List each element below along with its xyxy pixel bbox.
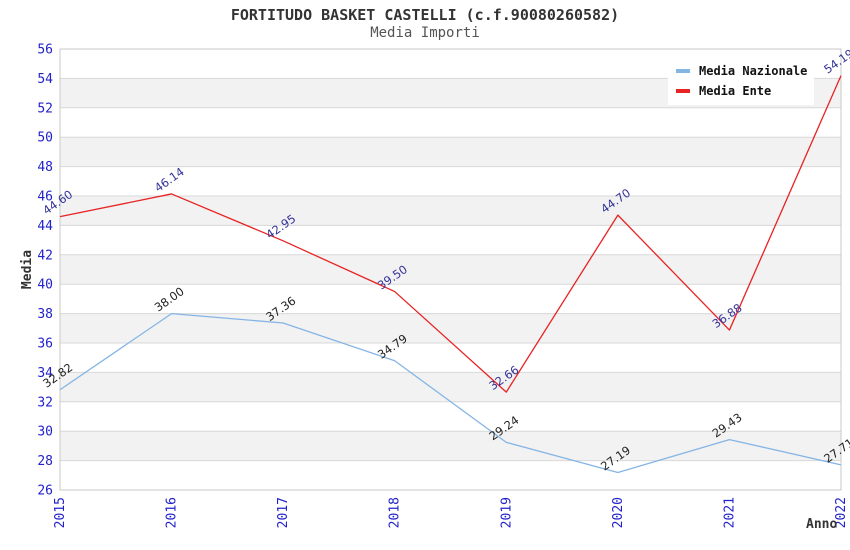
- y-tick-label: 56: [37, 43, 53, 58]
- plot-band: [60, 137, 841, 167]
- y-tick-label: 42: [37, 248, 53, 263]
- y-tick-label: 28: [37, 454, 53, 469]
- plot-band: [60, 372, 841, 402]
- legend-item-media-ente: Media Ente: [676, 81, 814, 101]
- series-line-media-ente: [59, 75, 842, 393]
- chart-title: FORTITUDO BASKET CASTELLI (c.f.900802605…: [230, 6, 620, 24]
- legend-swatch-media-nazionale: [676, 69, 690, 73]
- x-tick-label: 2018: [388, 497, 403, 528]
- plot-band: [60, 196, 841, 226]
- plot-frame: [59, 48, 842, 491]
- x-tick-label: 2021: [722, 497, 737, 528]
- y-tick-label: 52: [37, 101, 53, 116]
- plot-band: [60, 254, 841, 285]
- x-tick-label: 2017: [276, 497, 291, 528]
- y-tick-label: 44: [37, 219, 53, 234]
- y-tick-label: 36: [37, 337, 53, 352]
- y-tick-label: 50: [37, 131, 53, 146]
- y-tick-label: 54: [37, 72, 53, 87]
- x-tick-label: 2020: [611, 497, 626, 528]
- legend-swatch-media-ente: [676, 89, 690, 93]
- series-line-media-nazionale: [59, 312, 842, 474]
- plot-band: [60, 313, 841, 343]
- y-tick-label: 32: [37, 395, 53, 410]
- y-tick-label: 26: [37, 484, 53, 499]
- legend-label: Media Ente: [699, 84, 772, 98]
- plot-band: [60, 431, 841, 461]
- y-tick-label: 34: [37, 366, 53, 381]
- chart-legend: Media Nazionale Media Ente: [668, 57, 814, 105]
- x-axis-title: Anno: [806, 517, 837, 532]
- legend-item-media-nazionale: Media Nazionale: [676, 61, 814, 81]
- y-axis-title: Media: [20, 250, 35, 289]
- y-tick-label: 48: [37, 160, 53, 175]
- y-tick-label: 30: [37, 425, 53, 440]
- x-tick-label: 2016: [165, 497, 180, 528]
- y-tick-label: 40: [37, 278, 53, 293]
- chart-subtitle: Media Importi: [370, 25, 480, 41]
- legend-label: Media Nazionale: [699, 64, 808, 78]
- x-tick-label: 2022: [834, 497, 849, 528]
- y-tick-label: 46: [37, 190, 53, 205]
- x-tick-label: 2015: [53, 497, 68, 528]
- y-tick-label: 38: [37, 307, 53, 322]
- x-tick-label: 2019: [499, 497, 514, 528]
